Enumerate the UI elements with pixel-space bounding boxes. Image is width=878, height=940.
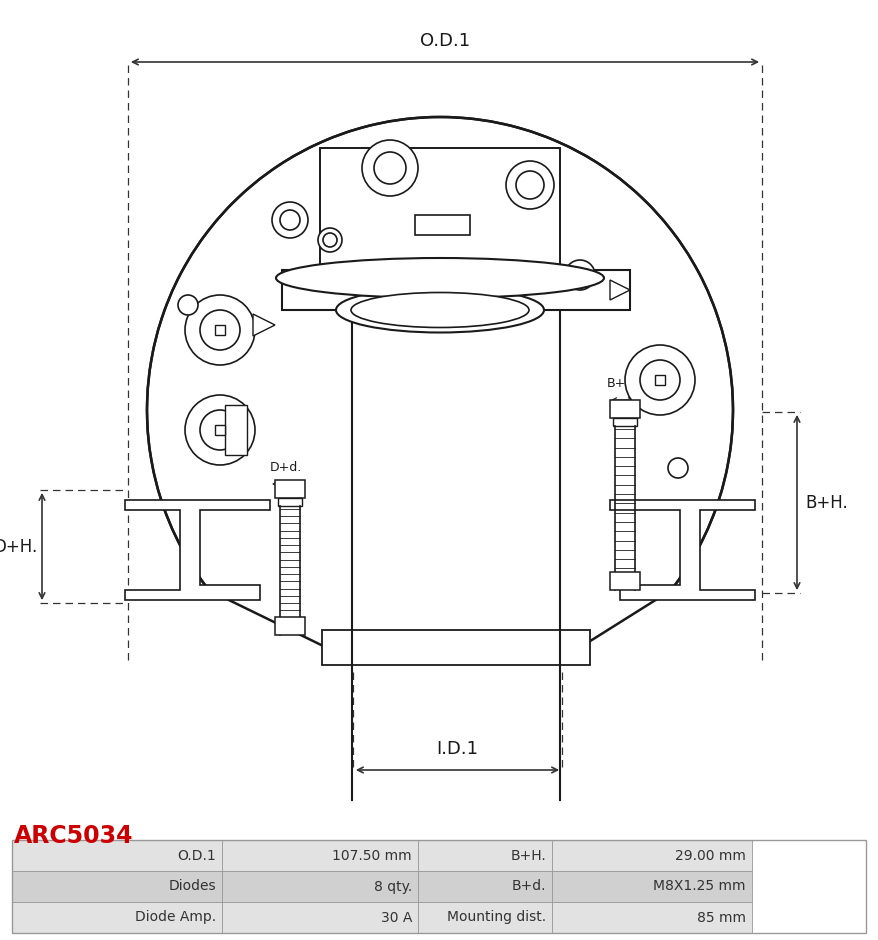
- Bar: [609, 400, 639, 418]
- Bar: [222, 902, 418, 933]
- Bar: [551, 902, 752, 933]
- Text: 29.00 mm: 29.00 mm: [674, 849, 745, 863]
- Bar: [12, 840, 222, 871]
- Circle shape: [271, 202, 307, 238]
- Bar: [414, 215, 470, 235]
- Bar: [321, 630, 589, 665]
- Circle shape: [147, 117, 732, 703]
- Bar: [12, 871, 222, 902]
- Text: I.D.1: I.D.1: [436, 740, 478, 758]
- Circle shape: [184, 295, 255, 365]
- Text: B+d.: B+d.: [511, 880, 545, 894]
- Bar: [12, 840, 865, 933]
- Circle shape: [667, 458, 687, 478]
- Circle shape: [624, 345, 694, 415]
- Text: B+d.: B+d.: [606, 377, 637, 390]
- Circle shape: [200, 410, 240, 450]
- Bar: [222, 871, 418, 902]
- Wedge shape: [205, 410, 674, 708]
- Polygon shape: [609, 500, 754, 600]
- Ellipse shape: [276, 258, 603, 298]
- Bar: [551, 871, 752, 902]
- Text: B+H.: B+H.: [804, 494, 846, 511]
- Bar: [612, 418, 637, 426]
- Text: 30 A: 30 A: [380, 911, 412, 925]
- Bar: [282, 270, 630, 310]
- Circle shape: [565, 260, 594, 290]
- Polygon shape: [320, 270, 559, 285]
- Circle shape: [515, 171, 543, 199]
- Circle shape: [318, 228, 342, 252]
- Text: D+d.: D+d.: [270, 461, 302, 474]
- Text: D+H.: D+H.: [0, 538, 38, 556]
- Bar: [12, 902, 222, 933]
- Bar: [225, 405, 247, 455]
- Bar: [551, 840, 752, 871]
- Bar: [215, 325, 225, 335]
- Circle shape: [184, 395, 255, 465]
- Polygon shape: [253, 314, 275, 336]
- Bar: [320, 148, 559, 270]
- Circle shape: [362, 140, 418, 196]
- Polygon shape: [609, 280, 630, 300]
- Circle shape: [373, 152, 406, 184]
- Circle shape: [178, 295, 198, 315]
- Bar: [275, 480, 305, 498]
- Bar: [277, 498, 302, 506]
- Polygon shape: [125, 500, 270, 600]
- Bar: [609, 572, 639, 590]
- Text: Diode Amp.: Diode Amp.: [134, 911, 216, 925]
- Bar: [275, 617, 305, 635]
- Text: 8 qty.: 8 qty.: [373, 880, 412, 894]
- Bar: [418, 902, 551, 933]
- Text: M8X1.25 mm: M8X1.25 mm: [652, 880, 745, 894]
- Circle shape: [280, 210, 299, 230]
- Circle shape: [200, 310, 240, 350]
- Text: O.D.1: O.D.1: [420, 32, 470, 50]
- Circle shape: [322, 233, 336, 247]
- Bar: [418, 871, 551, 902]
- Text: O.D.1: O.D.1: [177, 849, 216, 863]
- Text: B+H.: B+H.: [509, 849, 545, 863]
- Text: ARC5034: ARC5034: [14, 824, 133, 848]
- Bar: [654, 375, 665, 385]
- Text: Mounting dist.: Mounting dist.: [446, 911, 545, 925]
- Bar: [418, 840, 551, 871]
- Ellipse shape: [350, 292, 529, 327]
- Text: 107.50 mm: 107.50 mm: [332, 849, 412, 863]
- Circle shape: [639, 360, 680, 400]
- Bar: [222, 840, 418, 871]
- Text: 85 mm: 85 mm: [696, 911, 745, 925]
- Bar: [215, 425, 225, 435]
- Circle shape: [506, 161, 553, 209]
- Text: Diodes: Diodes: [169, 880, 216, 894]
- Ellipse shape: [335, 288, 543, 333]
